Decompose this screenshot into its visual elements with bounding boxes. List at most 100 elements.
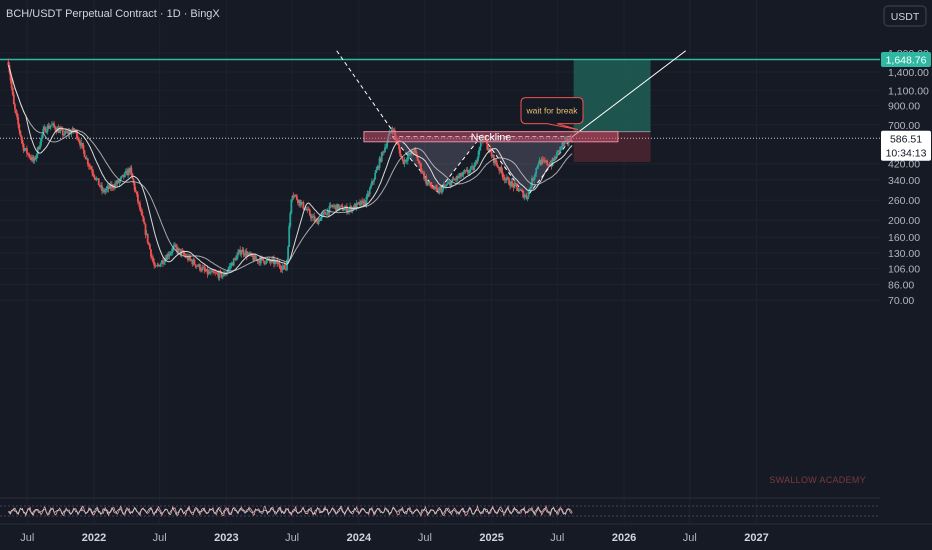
candle-body — [170, 251, 173, 253]
candle-body — [229, 265, 232, 267]
candle-body — [64, 131, 66, 135]
candle-body — [262, 257, 264, 261]
candle-body — [238, 249, 241, 253]
candle-body — [490, 152, 493, 157]
candle-body — [517, 190, 520, 192]
candle-body — [33, 157, 36, 161]
candle-body — [313, 216, 316, 221]
candle-body — [183, 254, 186, 256]
candle-body — [159, 263, 162, 267]
candle-body — [356, 202, 359, 204]
candle-body — [207, 271, 210, 275]
candle-body — [254, 255, 257, 260]
candle-body — [127, 169, 130, 176]
candle-body — [156, 264, 159, 266]
candle-body — [357, 202, 360, 203]
target-price-text: 1,648.76 — [886, 55, 927, 67]
candle-body — [375, 169, 378, 173]
candle-body — [126, 170, 128, 176]
time-tick-label: 2027 — [744, 532, 768, 544]
candle-body — [176, 247, 178, 253]
wait-for-break-callout[interactable]: wait for break — [520, 97, 584, 131]
candle-body — [408, 153, 410, 157]
candle-body — [209, 271, 212, 274]
candle-body — [366, 193, 369, 197]
candle-body — [562, 142, 565, 144]
countdown-text: 10:34:13 — [886, 147, 927, 159]
candle-body — [502, 176, 505, 178]
neckline-band[interactable]: Neckline — [363, 131, 619, 144]
candle-body — [441, 187, 444, 192]
candle-body — [237, 252, 239, 256]
candle-body — [510, 181, 513, 187]
time-tick-label: Jul — [285, 532, 299, 544]
candle-body — [431, 187, 434, 189]
candle-body — [263, 260, 266, 264]
candle-body — [265, 259, 268, 264]
candle-body — [297, 199, 299, 203]
candle-body — [464, 170, 467, 172]
candle-body — [178, 248, 181, 250]
candle-body — [300, 202, 303, 206]
candle-body — [221, 275, 224, 278]
candle-body — [193, 259, 196, 265]
candle-body — [340, 205, 343, 207]
candle-body — [244, 251, 247, 256]
candle-body — [78, 139, 81, 143]
candle-body — [15, 109, 17, 114]
candle-body — [277, 263, 280, 265]
candle-body — [452, 178, 455, 180]
candle-body — [468, 169, 471, 173]
candle-body — [498, 167, 501, 171]
candle-body — [399, 149, 402, 156]
candle-body — [11, 87, 14, 95]
candle-body — [327, 210, 330, 214]
candle-body — [560, 146, 563, 148]
candle-body — [486, 142, 489, 150]
candle-body — [158, 264, 161, 267]
candle-body — [289, 212, 292, 226]
candle-body — [132, 178, 135, 184]
candle-body — [77, 138, 79, 140]
candle-body — [295, 195, 298, 200]
candle-body — [307, 208, 310, 211]
candle-body — [167, 254, 170, 257]
candle-body — [436, 188, 439, 190]
candle-body — [150, 249, 152, 257]
time-tick-label: Jul — [153, 532, 167, 544]
price-axis[interactable] — [880, 0, 932, 524]
osc-line-slow — [8, 506, 573, 516]
candle-body — [217, 273, 220, 278]
candle-body — [559, 146, 562, 152]
candle-body — [119, 177, 122, 181]
candle-body — [257, 260, 260, 262]
candle-body — [465, 169, 468, 171]
candle-body — [293, 195, 296, 197]
candle-body — [236, 255, 238, 261]
candle-body — [324, 212, 327, 215]
candle-body — [450, 181, 453, 187]
candle-body — [373, 179, 375, 182]
candle-body — [96, 178, 99, 180]
candle-body — [363, 200, 366, 206]
candle-body — [155, 265, 158, 267]
candle-body — [372, 181, 374, 182]
candle-body — [54, 126, 57, 130]
time-tick-label: 2023 — [214, 532, 238, 544]
candle-body — [230, 263, 233, 266]
candle-body — [561, 142, 564, 147]
candle-body — [94, 177, 97, 180]
candle-body — [160, 260, 163, 264]
time-axis-ticks[interactable]: Jul 2022 Jul 2023 Jul 2024 Jul 2025 Jul 2026 Jul 20… — [20, 532, 769, 544]
candle-body — [143, 221, 146, 225]
candle-body — [246, 253, 249, 257]
candle-body — [24, 148, 27, 150]
currency-button[interactable]: USDT — [883, 5, 927, 27]
candle-body — [52, 123, 54, 125]
candle-body — [427, 182, 430, 184]
time-tick-label: 2026 — [612, 532, 636, 544]
candle-body — [90, 166, 92, 170]
candle-body — [382, 151, 385, 153]
candle-body — [403, 159, 406, 164]
